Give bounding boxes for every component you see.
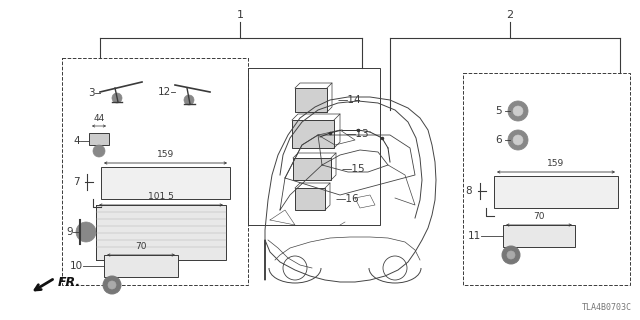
Circle shape	[108, 281, 116, 289]
Circle shape	[502, 246, 520, 264]
Text: 44: 44	[93, 114, 104, 123]
Bar	[96, 205, 226, 260]
Circle shape	[507, 251, 515, 259]
Text: 3: 3	[88, 88, 95, 98]
Text: FR.: FR.	[58, 276, 81, 290]
Bar	[89, 133, 109, 145]
Text: 4: 4	[74, 136, 80, 146]
Text: 101 5: 101 5	[148, 192, 174, 201]
Bar	[463, 73, 630, 285]
Text: 2: 2	[506, 10, 513, 20]
Bar	[494, 176, 618, 208]
Circle shape	[508, 130, 528, 150]
Text: 12: 12	[157, 87, 171, 97]
Bar	[62, 58, 248, 285]
Circle shape	[513, 106, 523, 116]
Text: —14: —14	[337, 95, 360, 105]
Text: 9: 9	[67, 227, 73, 237]
Text: 159: 159	[157, 150, 174, 159]
Text: 70: 70	[135, 242, 147, 251]
Text: 5: 5	[495, 106, 502, 116]
Text: —16: —16	[335, 194, 358, 204]
Text: —15: —15	[341, 164, 365, 174]
Text: 159: 159	[547, 159, 564, 168]
Text: 1: 1	[237, 10, 243, 20]
Text: 8: 8	[465, 186, 472, 196]
Circle shape	[184, 95, 194, 105]
Circle shape	[103, 276, 121, 294]
Circle shape	[93, 145, 105, 157]
Bar	[503, 225, 575, 247]
Circle shape	[112, 93, 122, 103]
Bar	[104, 255, 178, 277]
Text: 11: 11	[468, 231, 481, 241]
Text: 70: 70	[533, 212, 545, 221]
Text: —13: —13	[345, 129, 369, 139]
Bar	[292, 120, 334, 148]
Circle shape	[508, 101, 528, 121]
Bar	[293, 158, 331, 180]
Text: 6: 6	[495, 135, 502, 145]
Circle shape	[513, 135, 523, 145]
Text: 7: 7	[74, 177, 80, 187]
Bar	[295, 188, 325, 210]
Circle shape	[76, 222, 96, 242]
Text: TLA4B0703C: TLA4B0703C	[582, 303, 632, 312]
Bar	[295, 88, 327, 112]
Text: 10: 10	[70, 261, 83, 271]
Bar	[248, 68, 380, 225]
Bar	[101, 167, 230, 199]
